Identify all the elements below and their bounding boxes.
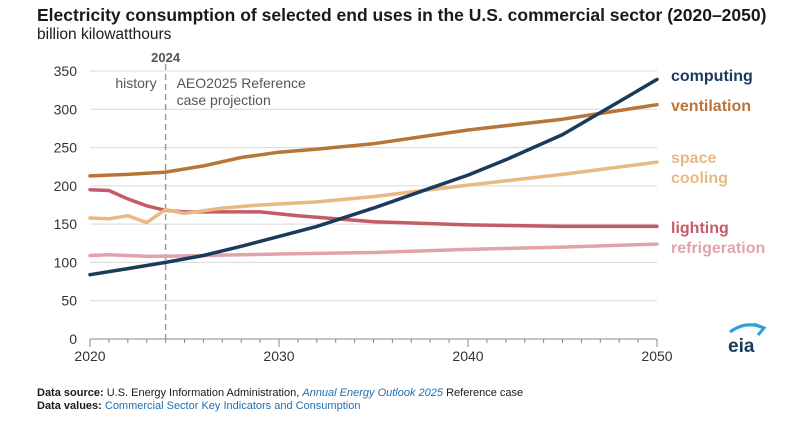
eia-logo-text: eia bbox=[728, 336, 755, 357]
chart-title: Electricity consumption of selected end … bbox=[37, 5, 767, 25]
series-label-space_cooling: cooling bbox=[671, 170, 728, 187]
data-source-line: Data source: U.S. Energy Information Adm… bbox=[37, 387, 523, 400]
eia-logo bbox=[724, 320, 772, 360]
series-line-lighting bbox=[88, 187, 659, 229]
x-tick-label: 2040 bbox=[452, 348, 483, 364]
series-line-ventilation bbox=[88, 102, 659, 178]
data-values-line: Data values: Commercial Sector Key Indic… bbox=[37, 400, 523, 413]
y-tick-label: 350 bbox=[54, 63, 78, 79]
aeo-link[interactable]: Annual Energy Outlook 2025 bbox=[302, 387, 444, 399]
divider-year-label: 2024 bbox=[151, 50, 181, 65]
y-tick-label: 200 bbox=[54, 178, 78, 194]
y-tick-label: 250 bbox=[54, 140, 78, 156]
projection-label-line2: case projection bbox=[177, 92, 271, 108]
y-tick-label: 150 bbox=[54, 216, 78, 232]
series-label-space_cooling: space bbox=[671, 150, 716, 167]
projection-label-line1: AEO2025 Reference bbox=[177, 75, 306, 91]
x-tick-label: 2020 bbox=[74, 348, 105, 364]
series-line-refrigeration bbox=[88, 242, 659, 259]
y-tick-label: 100 bbox=[54, 254, 78, 270]
chart-footer: Data source: U.S. Energy Information Adm… bbox=[37, 387, 523, 413]
data-source-suffix: Reference case bbox=[446, 387, 524, 399]
series-line-computing bbox=[88, 77, 659, 277]
y-tick-label: 50 bbox=[61, 293, 77, 309]
series-label-computing: computing bbox=[671, 68, 753, 85]
x-tick-label: 2050 bbox=[641, 348, 672, 364]
y-tick-label: 300 bbox=[54, 101, 78, 117]
y-tick-label: 0 bbox=[69, 331, 77, 347]
history-label: history bbox=[115, 75, 156, 91]
series-label-ventilation: ventilation bbox=[671, 98, 751, 115]
series-label-lighting: lighting bbox=[671, 220, 729, 237]
series-line-space_cooling bbox=[88, 160, 659, 225]
series-label-refrigeration: refrigeration bbox=[671, 240, 765, 257]
x-tick-label: 2030 bbox=[263, 348, 294, 364]
data-values-label: Data values: bbox=[37, 400, 102, 412]
data-source-label: Data source: bbox=[37, 387, 104, 399]
chart-subtitle: billion kilowatthours bbox=[37, 26, 172, 43]
eia-logo-swoosh-icon bbox=[729, 322, 767, 336]
data-source-text: U.S. Energy Information Administration, bbox=[106, 387, 300, 399]
data-values-link[interactable]: Commercial Sector Key Indicators and Con… bbox=[104, 400, 361, 412]
